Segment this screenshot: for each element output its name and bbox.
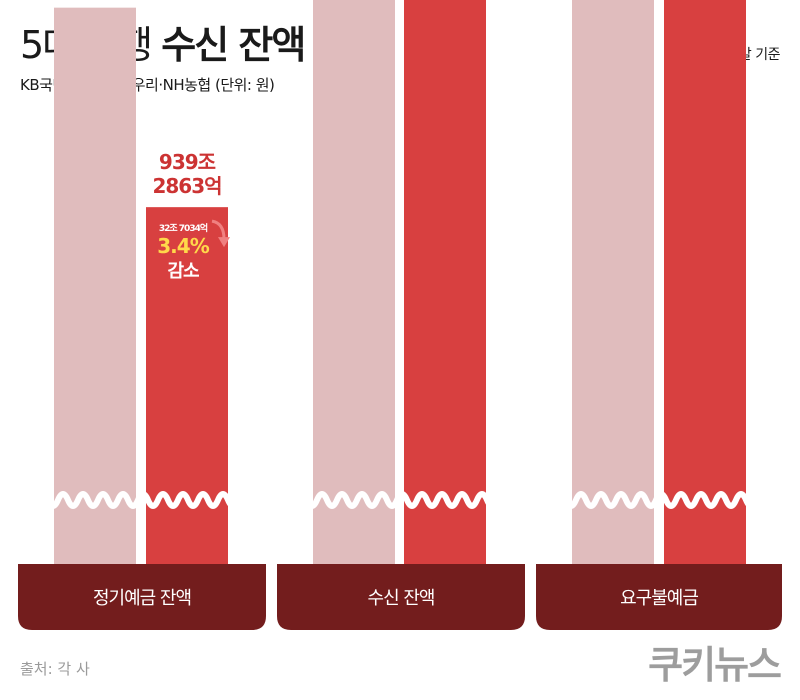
value-label-curr-0-a: 939조: [159, 150, 216, 174]
category-band-0: [18, 564, 266, 630]
change-word-0: 감소: [167, 261, 199, 282]
change-amount-0: 32조 7034억: [159, 222, 208, 234]
category-label-1: 수신 잔액: [368, 588, 435, 609]
value-label-curr-0-b: 2863억: [152, 174, 221, 198]
axis-break-2: [533, 491, 799, 509]
change-pct-0: 3.4%: [157, 234, 209, 258]
change-arrow-0: [211, 219, 226, 240]
category-band-1: [277, 564, 525, 630]
bar-curr-1: [404, 0, 486, 580]
change-arrow-head-0: [218, 237, 230, 248]
axis-break-1: [274, 491, 540, 509]
bar-curr-0: [146, 207, 228, 580]
bar-prev-0: [54, 7, 136, 580]
category-band-2: [536, 564, 782, 630]
category-label-2: 요구불예금: [620, 588, 698, 609]
bar-prev-2: [572, 0, 654, 580]
bar-prev-1: [313, 0, 395, 580]
bar-curr-2: [664, 0, 746, 581]
category-label-0: 정기예금 잔액: [93, 588, 191, 609]
title-part-2: 수신 잔액: [161, 23, 306, 67]
axis-break-0: [15, 491, 281, 509]
source-note: 출처: 각 사: [20, 660, 90, 678]
brand-logo: 쿠키뉴스: [648, 643, 782, 687]
